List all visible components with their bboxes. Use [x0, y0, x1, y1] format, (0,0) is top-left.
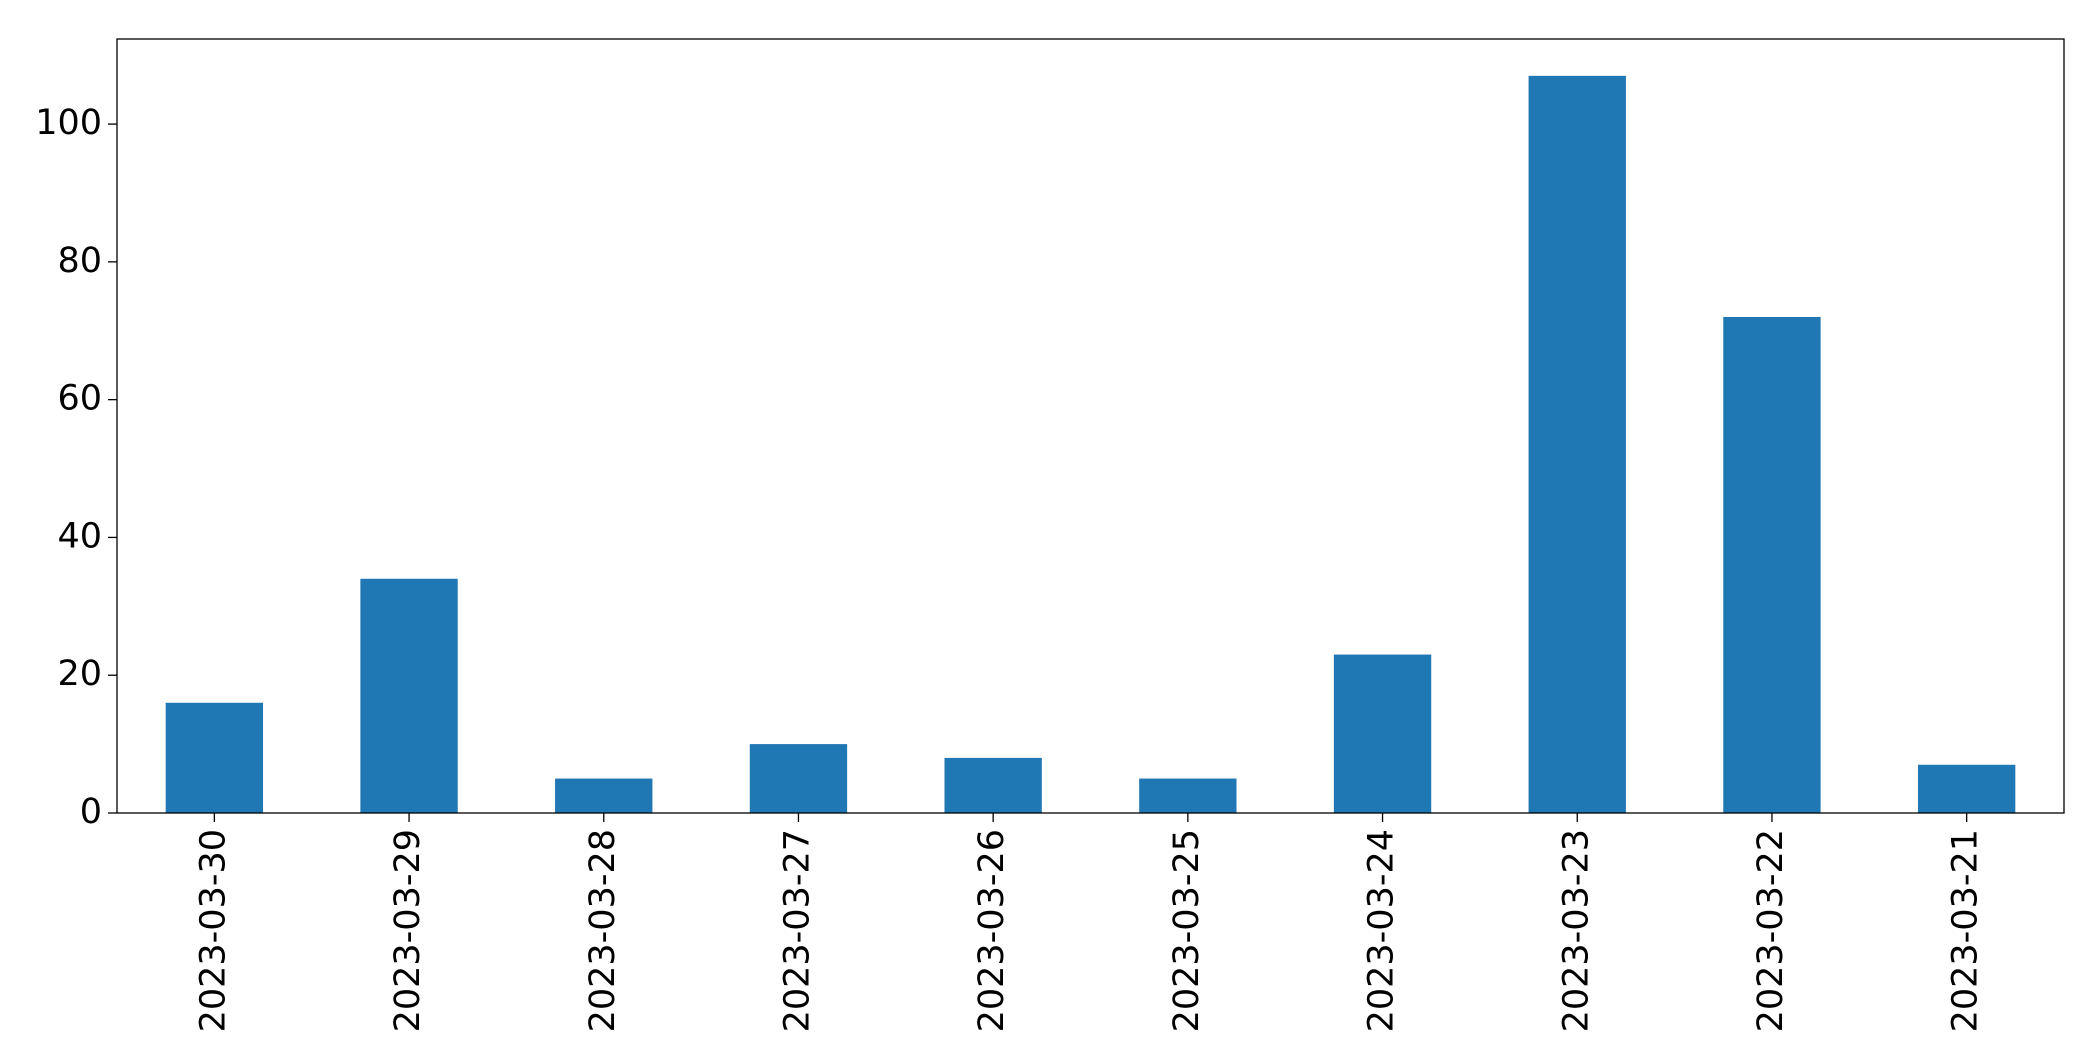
x-tick-label: 2023-03-30	[193, 829, 233, 1032]
y-tick-label: 60	[57, 379, 102, 419]
x-tick-label: 2023-03-28	[583, 829, 623, 1032]
y-tick-label: 100	[35, 103, 102, 143]
bar	[944, 757, 1042, 813]
x-tick-label: 2023-03-23	[1556, 829, 1596, 1032]
x-tick-label: 2023-03-27	[777, 829, 817, 1032]
x-tick-label: 2023-03-22	[1751, 829, 1791, 1032]
bar	[165, 702, 264, 813]
bar	[1723, 316, 1821, 813]
bar	[360, 578, 458, 813]
bar	[1528, 75, 1626, 814]
x-tick-label: 2023-03-29	[388, 829, 428, 1032]
bar	[1917, 764, 2016, 813]
y-tick-label: 40	[57, 516, 102, 556]
plot-frame	[116, 38, 2065, 814]
x-tick-label: 2023-03-26	[972, 829, 1012, 1032]
y-tick-label: 20	[57, 654, 102, 694]
bar	[555, 778, 653, 813]
bar	[1139, 778, 1237, 813]
x-tick-label: 2023-03-24	[1362, 829, 1402, 1032]
y-tick-label: 0	[80, 792, 102, 832]
bar	[1333, 654, 1432, 813]
x-tick-label: 2023-03-21	[1946, 829, 1986, 1032]
x-tick-label: 2023-03-25	[1167, 829, 1207, 1032]
y-tick-label: 80	[57, 241, 102, 281]
bar	[749, 744, 848, 813]
